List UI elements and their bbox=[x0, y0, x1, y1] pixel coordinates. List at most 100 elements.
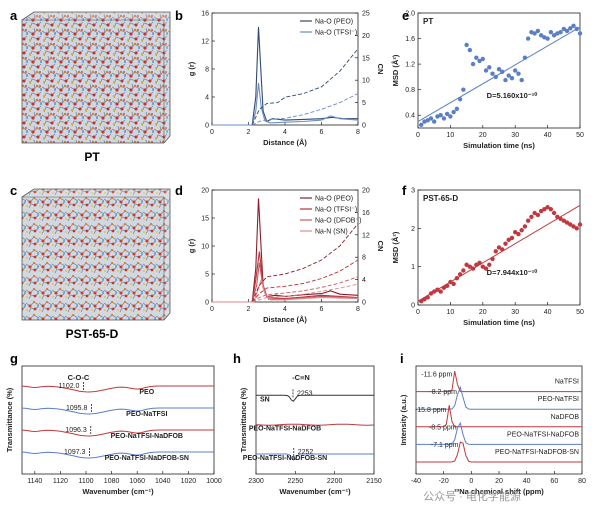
x-tick-label: 20 bbox=[495, 478, 503, 485]
data-point bbox=[574, 226, 579, 231]
data-point bbox=[425, 295, 430, 300]
data-point bbox=[493, 249, 498, 254]
x-tick-label: 50 bbox=[576, 309, 584, 316]
y2-axis-title: CN bbox=[376, 64, 385, 75]
x-tick-label: 60 bbox=[550, 478, 558, 485]
data-point bbox=[454, 106, 460, 112]
y-tick-label: 1 bbox=[411, 264, 415, 271]
data-point bbox=[487, 65, 492, 70]
spectrum-trace bbox=[416, 370, 582, 393]
data-point bbox=[470, 266, 476, 271]
data-point bbox=[457, 272, 463, 277]
peak-label: 2253 bbox=[297, 390, 313, 397]
plot-frame bbox=[255, 365, 375, 475]
chart-h-ftir-cn: 2300 2250 2200 2150 Wavenumber (cm⁻¹) Transmi… bbox=[239, 365, 382, 496]
data-point bbox=[493, 74, 498, 80]
data-point bbox=[419, 298, 424, 304]
data-point bbox=[538, 208, 544, 214]
x-tick-label: 20 bbox=[479, 309, 487, 316]
chart-i-na-nmr: -40 -20 0 20 40 60 80 ²³Na chemical shift (ppm)… bbox=[399, 365, 586, 496]
trace-label: SN bbox=[260, 396, 270, 403]
x-tick-label: 8 bbox=[356, 306, 360, 313]
y-tick-label: 3 bbox=[411, 188, 415, 195]
y-tick-label: 10 bbox=[201, 244, 209, 251]
trace-label: PEO-NaTFSI-NaDFOB-SN bbox=[243, 455, 327, 462]
band-label: C-O-C bbox=[68, 373, 90, 382]
data-point bbox=[441, 285, 447, 290]
x-tick-label: 1140 bbox=[27, 478, 42, 485]
x-tick-label: 0 bbox=[210, 129, 214, 136]
band-label: -C≡N bbox=[292, 373, 310, 382]
trace-label: PEO-NaTFSI bbox=[538, 396, 579, 403]
data-point bbox=[525, 36, 531, 41]
data-point bbox=[545, 205, 550, 210]
series-line bbox=[251, 259, 359, 303]
simulation-box-pt bbox=[21, 11, 171, 144]
x-tick-label: 2300 bbox=[248, 478, 264, 485]
y2-tick-label: 20 bbox=[362, 33, 370, 40]
data-point bbox=[438, 289, 443, 294]
spectrum-trace bbox=[21, 407, 214, 415]
panel-letter-i: i bbox=[400, 351, 404, 366]
data-point bbox=[568, 26, 573, 31]
series-line bbox=[212, 82, 359, 126]
x-tick-label: 1100 bbox=[78, 478, 93, 485]
y-tick-label: 0.4 bbox=[405, 113, 415, 120]
data-point bbox=[506, 237, 511, 243]
data-point bbox=[425, 118, 430, 123]
peak-label: 1095.8 bbox=[66, 405, 88, 412]
x-tick-label: 8 bbox=[356, 129, 360, 136]
peak-label: 1097.3 bbox=[64, 449, 86, 456]
x-tick-label: -20 bbox=[439, 478, 449, 485]
chart-g-ftir-coc: 1140 1120 1100 1080 1060 1040 1020 1000 Wavenumb… bbox=[5, 365, 222, 496]
series-line bbox=[252, 283, 359, 303]
y-axis-title: MSD (Å²) bbox=[391, 231, 400, 263]
data-point bbox=[477, 260, 482, 266]
sim-label-pt: PT bbox=[84, 150, 100, 164]
panel-letter-a: a bbox=[10, 8, 18, 23]
series-line bbox=[212, 198, 359, 303]
data-point bbox=[432, 119, 437, 124]
x-axis-title: Simulation time (ns) bbox=[463, 318, 535, 327]
series-line bbox=[251, 276, 359, 303]
y-tick-label: 5 bbox=[205, 272, 209, 279]
series-line bbox=[251, 223, 359, 303]
x-tick-label: 2200 bbox=[327, 478, 343, 485]
legend-entry: Na-O (TFSI⁻) bbox=[315, 207, 357, 214]
y-tick-label: 0 bbox=[205, 300, 209, 307]
data-point bbox=[444, 283, 450, 289]
data-point bbox=[448, 114, 453, 119]
data-point bbox=[448, 279, 453, 285]
data-point bbox=[500, 247, 505, 252]
fit-line bbox=[417, 26, 581, 123]
y-tick-label: 4 bbox=[205, 95, 209, 102]
data-point bbox=[461, 268, 466, 273]
y-axis-title: Transmittance (%) bbox=[5, 387, 14, 452]
x-tick-label: 1060 bbox=[129, 478, 145, 485]
data-point bbox=[467, 264, 473, 269]
data-point bbox=[558, 29, 563, 35]
y-tick-label: 12 bbox=[201, 39, 209, 46]
y-axis-title: Intensity (a.u.) bbox=[399, 394, 408, 445]
panel-letter-f: f bbox=[402, 183, 407, 198]
data-point bbox=[506, 73, 511, 78]
y-tick-label: 0 bbox=[411, 303, 415, 310]
y2-tick-label: 0 bbox=[362, 123, 366, 130]
data-point bbox=[564, 28, 570, 34]
y2-tick-label: 5 bbox=[362, 100, 366, 107]
trace-label: PEO-NaTFSI bbox=[126, 411, 167, 418]
plot-frame bbox=[417, 12, 581, 129]
spectrum-trace bbox=[256, 394, 374, 402]
data-point bbox=[513, 229, 518, 235]
data-point bbox=[535, 212, 541, 218]
data-point bbox=[558, 216, 563, 221]
peak-label: -8.2 ppm bbox=[429, 389, 457, 396]
spectrum-trace bbox=[416, 385, 582, 410]
chart-title: PST-65-D bbox=[423, 194, 458, 203]
plot-frame bbox=[417, 189, 581, 306]
data-point bbox=[419, 122, 424, 128]
data-point bbox=[444, 111, 450, 117]
x-tick-label: 30 bbox=[511, 309, 519, 316]
y2-tick-label: 0 bbox=[362, 300, 366, 307]
panel-letter-b: b bbox=[175, 8, 183, 23]
